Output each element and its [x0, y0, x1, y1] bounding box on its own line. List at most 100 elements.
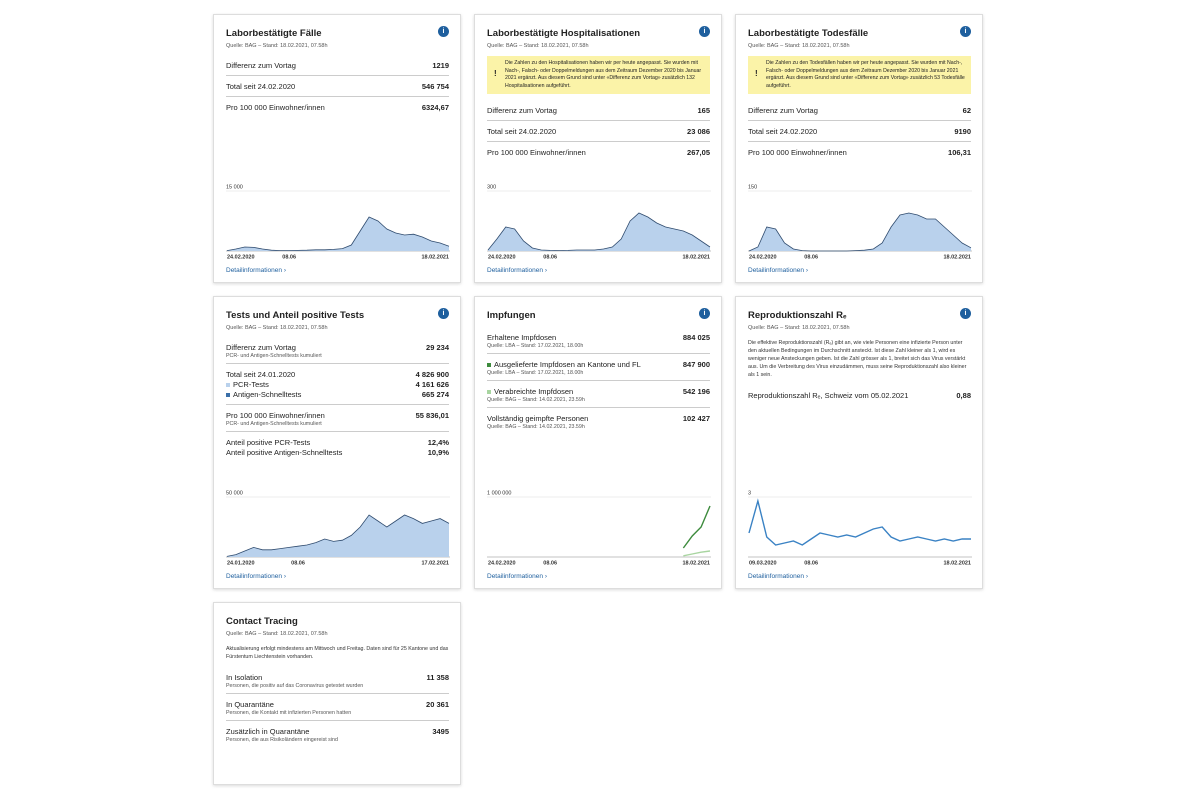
label-wrap: Differenz zum Vortag — [748, 106, 818, 115]
y-tick-label: 15 000 — [226, 184, 243, 190]
label-wrap: Total seit 24.02.2020 — [487, 127, 556, 136]
figure-group: Verabreichte Impfdosen 542 196 Quelle: BAG… — [487, 381, 710, 408]
detail-link-text: Detailinformationen — [748, 573, 805, 580]
detail-link[interactable]: Detailinformationen › — [487, 573, 547, 580]
series-line — [682, 505, 711, 549]
figure-label: Total seit 24.02.2020 — [487, 127, 557, 136]
figure-value: 106,31 — [948, 148, 971, 157]
legend-swatch — [226, 383, 230, 387]
x-tick-label: 18.02.2021 — [682, 254, 710, 260]
info-icon[interactable]: i — [438, 308, 449, 319]
x-tick-label: 24.01.2020 — [227, 560, 255, 566]
detail-link[interactable]: Detailinformationen › — [226, 573, 286, 580]
chart: 3 09.03.2020 08.06 18.02.2021 — [748, 490, 972, 566]
figure-row: Reproduktionszahl Rₑ, Schweiz vom 05.02.… — [748, 391, 971, 400]
detail-link[interactable]: Detailinformationen › — [748, 267, 808, 274]
figure-value: 6324,67 — [421, 103, 449, 112]
x-tick-label: 08.06 — [282, 254, 296, 260]
info-icon[interactable]: i — [960, 26, 971, 37]
info-icon[interactable]: i — [699, 308, 710, 319]
figure-source: Personen, die positiv auf das Coronaviru… — [226, 683, 364, 689]
figure-group: Vollständig geimpfte Personen 102 427 Quel… — [487, 408, 710, 434]
figure-row: Total seit 24.02.2020 23 086 — [487, 127, 710, 136]
label-wrap: Anteil positive Antigen-Schnelltests — [226, 448, 342, 457]
figure-value: 20 361 — [426, 700, 449, 709]
card: Reproduktionszahl Rₑ i Quelle: BAG – Stand… — [735, 296, 983, 589]
detail-link-text: Detailinformationen — [487, 267, 544, 274]
figures: Reproduktionszahl Rₑ, Schweiz vom 05.02.… — [748, 385, 971, 405]
figure-label: In Quarantäne — [226, 700, 274, 709]
figure-label: Antigen-Schnelltests — [233, 390, 302, 399]
figure-source: Quelle: LBA – Stand: 17.02.2021, 18.00h — [487, 370, 584, 376]
legend-swatch — [487, 363, 491, 367]
chart: 1 000 000 24.02.2020 08.06 18.02.2021 — [487, 490, 711, 566]
card: Impfungen i Erhaltene Impfdosen 884 025 Quel… — [474, 296, 722, 589]
source: Quelle: BAG – Stand: 18.02.2021, 07.58h — [748, 325, 850, 331]
y-tick-label: 300 — [487, 184, 496, 190]
source: Quelle: BAG – Stand: 18.02.2021, 07.58h — [226, 325, 328, 331]
figure-row: Zusätzlich in Quarantäne 3495 — [226, 727, 449, 736]
label-wrap: Pro 100 000 Einwohner/innen — [487, 148, 586, 157]
label-wrap: Total seit 24.01.2020 — [226, 370, 295, 379]
figure-group: Total seit 24.02.2020 546 754 — [226, 76, 449, 97]
x-tick-label: 17.02.2021 — [421, 560, 449, 566]
figure-group: Pro 100 000 Einwohner/innen 55 836,01 PCR-… — [226, 405, 449, 432]
figure-row: Ausgelieferte Impfdosen an Kantone und F… — [487, 360, 710, 369]
figure-group: Differenz zum Vortag 165 — [487, 100, 710, 121]
info-icon[interactable]: i — [438, 26, 449, 37]
figure-label: Pro 100 000 Einwohner/innen — [748, 148, 847, 157]
figure-row: Anteil positive PCR-Tests 12,4% — [226, 438, 449, 447]
figure-source: Personen, die aus Risikoländern eingerei… — [226, 737, 338, 743]
card: Laborbestätigte Fälle i Quelle: BAG – Stan… — [213, 14, 461, 283]
detail-link[interactable]: Detailinformationen › — [748, 573, 808, 580]
figure-label: Differenz zum Vortag — [226, 61, 296, 70]
label-wrap: Total seit 24.02.2020 — [748, 127, 817, 136]
label-wrap: Anteil positive PCR-Tests — [226, 438, 310, 447]
figure-value: 9190 — [954, 127, 971, 136]
detail-link[interactable]: Detailinformationen › — [487, 267, 547, 274]
figure-label: Total seit 24.02.2020 — [226, 82, 296, 91]
card-title: Impfungen — [487, 310, 536, 321]
figure-row: Differenz zum Vortag 29 234 — [226, 343, 449, 352]
notice: Die Zahlen zu den Hospitalisationen habe… — [487, 56, 710, 94]
card: Laborbestätigte Hospitalisationen i Quelle… — [474, 14, 722, 283]
label-wrap: PCR-Tests — [226, 380, 269, 389]
figures: Erhaltene Impfdosen 884 025 Quelle: LBA – … — [487, 327, 710, 434]
chart: 15 000 24.02.2020 08.06 18.02.2021 — [226, 184, 450, 260]
card-title: Laborbestätigte Hospitalisationen — [487, 28, 641, 39]
figure-label: Differenz zum Vortag — [748, 106, 818, 115]
figure-label: Differenz zum Vortag — [226, 343, 296, 352]
info-icon[interactable]: i — [699, 26, 710, 37]
label-wrap: Differenz zum Vortag — [226, 61, 296, 70]
figure-source: Quelle: BAG – Stand: 14.02.2021, 23.59h — [487, 397, 585, 403]
figure-value: 0,88 — [956, 391, 971, 400]
figure-group: Total seit 24.02.2020 9190 — [748, 121, 971, 142]
label-wrap: In Quarantäne — [226, 700, 274, 709]
figure-group: Reproduktionszahl Rₑ, Schweiz vom 05.02.… — [748, 385, 971, 405]
figure-label: Pro 100 000 Einwohner/innen — [226, 411, 325, 420]
series-line — [683, 550, 711, 557]
series-area — [749, 213, 971, 251]
y-tick-label: 3 — [748, 490, 751, 496]
figure-label: Total seit 24.02.2020 — [748, 127, 818, 136]
detail-link[interactable]: Detailinformationen › — [226, 267, 286, 274]
figures: In Isolation 11 358 Personen, die positiv … — [226, 667, 449, 747]
figure-label: Anteil positive Antigen-Schnelltests — [226, 448, 343, 457]
figure-group: In Isolation 11 358 Personen, die positiv … — [226, 667, 449, 694]
figure-row: Erhaltene Impfdosen 884 025 — [487, 333, 710, 342]
figure-source: Quelle: BAG – Stand: 14.02.2021, 23.59h — [487, 424, 585, 430]
legend-swatch — [487, 390, 491, 394]
x-tick-label: 24.02.2020 — [749, 254, 777, 260]
figure-row: Pro 100 000 Einwohner/innen 267,05 — [487, 148, 710, 157]
info-icon[interactable]: i — [960, 308, 971, 319]
card-title: Laborbestätigte Todesfälle — [748, 28, 869, 39]
figure-value: 29 234 — [426, 343, 449, 352]
card-title: Contact Tracing — [226, 616, 298, 627]
figure-value: 542 196 — [682, 387, 710, 396]
chart: 50 000 24.01.2020 08.06 17.02.2021 — [226, 490, 450, 566]
figure-value: 884 025 — [682, 333, 710, 342]
series-area — [227, 217, 449, 251]
figure-row: Total seit 24.02.2020 9190 — [748, 127, 971, 136]
figure-group: Pro 100 000 Einwohner/innen 267,05 — [487, 142, 710, 162]
figure-value: 1219 — [432, 61, 449, 70]
